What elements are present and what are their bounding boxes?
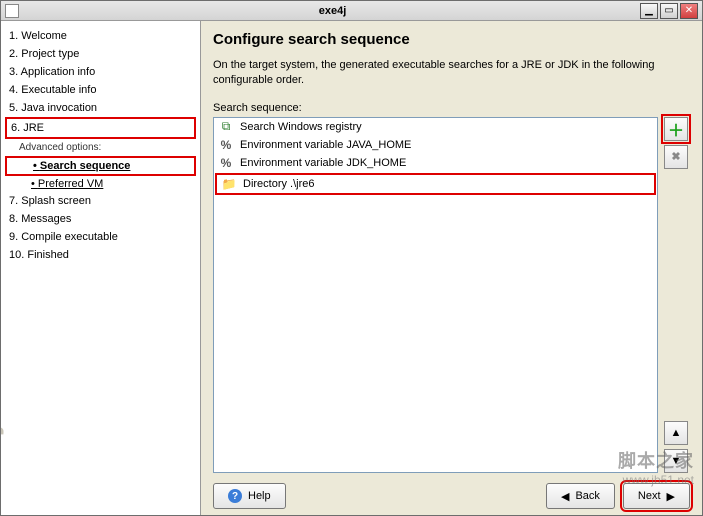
sequence-item[interactable]: 📁 Directory .\jre6 (215, 173, 656, 195)
sequence-item-label: Directory .\jre6 (243, 178, 315, 190)
step-messages[interactable]: 8. Messages (5, 210, 196, 228)
main-panel: Configure search sequence On the target … (201, 21, 702, 515)
step-java-invocation[interactable]: 5. Java invocation (5, 99, 196, 117)
brand-text: exe4j (1, 424, 5, 509)
back-button[interactable]: ◀ Back (546, 483, 615, 509)
titlebar: exe4j ▁ ▭ ✕ (1, 1, 702, 21)
plus-icon: ＋ (668, 117, 684, 141)
env-icon: % (218, 156, 234, 170)
step-jre[interactable]: 6. JRE (5, 117, 196, 139)
back-label: Back (575, 490, 599, 502)
substep-search-sequence[interactable]: Search sequence (5, 156, 196, 176)
steps-list: 1. Welcome 2. Project type 3. Applicatio… (1, 21, 200, 270)
sequence-label: Search sequence: (213, 102, 690, 114)
step-finished[interactable]: 10. Finished (5, 246, 196, 264)
sequence-list[interactable]: ⧉ Search Windows registry % Environment … (213, 117, 658, 473)
maximize-button[interactable]: ▭ (660, 3, 678, 19)
titlebar-buttons: ▁ ▭ ✕ (640, 3, 698, 19)
sequence-item[interactable]: ⧉ Search Windows registry (214, 118, 657, 136)
folder-icon: 📁 (221, 177, 237, 191)
advanced-options-label: Advanced options: (5, 139, 196, 156)
arrow-up-icon: ▲ (671, 427, 682, 439)
arrow-left-icon: ◀ (561, 490, 569, 503)
add-button[interactable]: ＋ (664, 117, 688, 141)
sequence-item[interactable]: % Environment variable JAVA_HOME (214, 136, 657, 154)
delete-icon: ✖ (671, 150, 680, 163)
arrow-right-icon: ▶ (667, 490, 675, 503)
help-label: Help (248, 490, 271, 502)
app-icon (5, 4, 19, 18)
env-icon: % (218, 138, 234, 152)
sequence-item-label: Environment variable JAVA_HOME (240, 139, 411, 151)
minimize-button[interactable]: ▁ (640, 3, 658, 19)
help-icon: ? (228, 489, 242, 503)
step-project-type[interactable]: 2. Project type (5, 45, 196, 63)
sequence-item-label: Search Windows registry (240, 121, 362, 133)
page-title: Configure search sequence (213, 31, 690, 48)
window-title: exe4j (25, 5, 640, 17)
sequence-item[interactable]: % Environment variable JDK_HOME (214, 154, 657, 172)
sidebar: 1. Welcome 2. Project type 3. Applicatio… (1, 21, 201, 515)
registry-icon: ⧉ (218, 120, 234, 134)
sequence-item-label: Environment variable JDK_HOME (240, 157, 406, 169)
footer: ? Help ◀ Back Next ▶ (213, 473, 690, 509)
step-application-info[interactable]: 3. Application info (5, 63, 196, 81)
move-down-button[interactable]: ▼ (664, 449, 688, 473)
sequence-toolbar: ＋ ✖ ▲ ▼ (664, 117, 690, 473)
remove-button[interactable]: ✖ (664, 145, 688, 169)
body: 1. Welcome 2. Project type 3. Applicatio… (1, 21, 702, 515)
step-executable-info[interactable]: 4. Executable info (5, 81, 196, 99)
close-button[interactable]: ✕ (680, 3, 698, 19)
move-up-button[interactable]: ▲ (664, 421, 688, 445)
sequence-area: ⧉ Search Windows registry % Environment … (213, 117, 690, 473)
substep-preferred-vm[interactable]: Preferred VM (5, 176, 196, 192)
help-button[interactable]: ? Help (213, 483, 286, 509)
page-description: On the target system, the generated exec… (213, 58, 690, 88)
next-button[interactable]: Next ▶ (623, 483, 690, 509)
step-compile-executable[interactable]: 9. Compile executable (5, 228, 196, 246)
next-label: Next (638, 490, 661, 502)
step-welcome[interactable]: 1. Welcome (5, 27, 196, 45)
arrow-down-icon: ▼ (671, 455, 682, 467)
step-splash-screen[interactable]: 7. Splash screen (5, 192, 196, 210)
app-window: exe4j ▁ ▭ ✕ 1. Welcome 2. Project type 3… (0, 0, 703, 516)
